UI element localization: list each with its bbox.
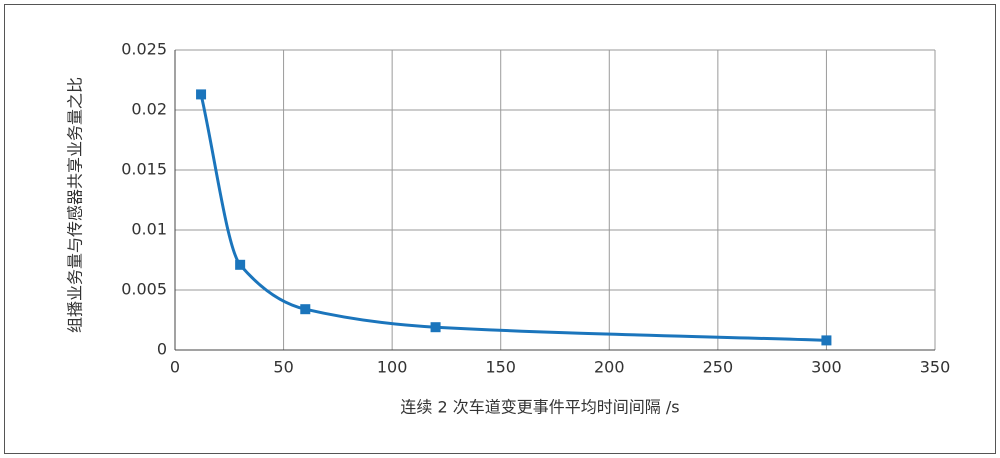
x-tick-label: 350 (920, 358, 951, 377)
x-tick-label: 200 (594, 358, 625, 377)
marker (196, 89, 207, 100)
y-tick-label: 0.025 (121, 40, 167, 59)
line (199, 94, 827, 342)
y-tick-label: 0 (157, 340, 167, 359)
frame (4, 4, 996, 454)
x-tick-label: 300 (811, 358, 842, 377)
y-tick-label: 0.015 (121, 160, 167, 179)
marker (430, 322, 441, 333)
y-axis-label: 组播业务量与传感器共享业务量之比 (66, 77, 85, 333)
marker (235, 259, 246, 270)
x-tick-label: 0 (170, 358, 180, 377)
marker (300, 304, 311, 315)
x-tick-label: 50 (273, 358, 293, 377)
x-tick-label: 250 (703, 358, 734, 377)
x-axis-label: 连续 2 次车道变更事件平均时间间隔 /s (400, 398, 679, 417)
y-tick-label: 0.01 (131, 220, 167, 239)
y-tick-label: 0.02 (131, 100, 167, 119)
x-tick-label: 150 (485, 358, 516, 377)
x-tick-label: 100 (377, 358, 408, 377)
y-tick-label: 0.005 (121, 280, 167, 299)
marker (821, 335, 832, 346)
